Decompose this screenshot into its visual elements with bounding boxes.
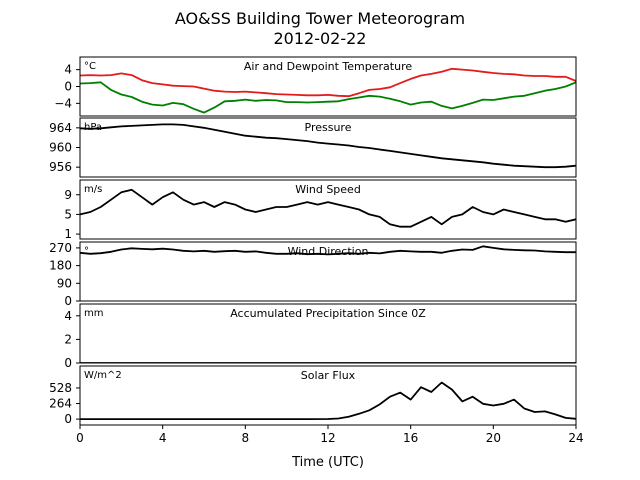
panel-3-frame	[79, 179, 577, 240]
panel-2-series-line-1	[80, 123, 576, 169]
panel-1-title: Air and Dewpoint Temperature	[244, 60, 412, 73]
panel-6-ytick-label-2: 264	[49, 397, 72, 411]
panel-5-ytick-label-1: 0	[64, 356, 72, 370]
panel-3-series-line-1	[80, 188, 576, 228]
panel-4-ytick-label-4: 270	[49, 241, 72, 255]
panel-4-title: Wind Direction	[288, 245, 369, 258]
panel-1-ytick-label-2: 0	[64, 80, 72, 94]
panel-2-unit: hPa	[84, 122, 102, 133]
panel-1-unit: °C	[84, 61, 96, 72]
panel-1-ytick-label-1: −4	[54, 96, 72, 110]
panel-1: −4 0 4 °C Air and Dewpoint Temperature	[54, 56, 577, 117]
x-tick-label-2: 4	[159, 431, 167, 445]
panel-4-unit: °	[84, 246, 89, 257]
panel-4-series-line-1	[80, 245, 576, 256]
panel-1-series-line-1	[80, 67, 576, 98]
panel-3-unit: m/s	[84, 184, 102, 195]
panel-1-series-line-2	[80, 81, 576, 114]
panel-3-ytick-label-2: 5	[64, 207, 72, 221]
panel-6-ytick-label-1: 0	[64, 412, 72, 426]
panel-5-title: Accumulated Precipitation Since 0Z	[230, 307, 426, 320]
panel-6-series-line-1	[80, 381, 576, 420]
panel-3-title: Wind Speed	[295, 183, 361, 196]
panel-3: 1 5 9 m/s Wind Speed	[64, 179, 577, 241]
panel-2-title: Pressure	[305, 121, 352, 134]
panel-4: 0 90 180 270 ° Wind Direction	[49, 241, 577, 308]
panel-5: 0 2 4 mm Accumulated Precipitation Since 0Z	[64, 303, 577, 370]
panel-4-ytick-label-3: 180	[49, 259, 72, 273]
figure-title-line2: 2012-02-22	[274, 29, 367, 48]
panel-2-ytick-label-3: 964	[49, 121, 72, 135]
panel-3-ytick-label-3: 9	[64, 188, 72, 202]
panel-5-frame	[79, 303, 577, 364]
x-tick-label-3: 8	[242, 431, 250, 445]
panel-6-ytick-label-3: 528	[49, 381, 72, 395]
chart-panels: −404 °C Air and Dewpoint Temperature956960…	[49, 56, 577, 426]
panel-1-ytick-label-3: 4	[64, 63, 72, 77]
panel-2-ytick-label-1: 956	[49, 160, 72, 174]
panel-5-ytick-label-2: 2	[64, 332, 72, 346]
x-tick-label-5: 16	[403, 431, 418, 445]
x-axis-label: Time (UTC)	[291, 455, 364, 470]
panel-5-unit: mm	[84, 308, 103, 319]
panel-6-title: Solar Flux	[301, 369, 356, 382]
x-tick-label-1: 0	[76, 431, 84, 445]
panel-4-ytick-label-1: 0	[64, 294, 72, 308]
panel-2: 956 960 964 hPa Pressure	[49, 117, 577, 178]
x-tick-label-6: 20	[486, 431, 501, 445]
panel-4-ytick-label-2: 90	[57, 276, 72, 290]
panel-6-unit: W/m^2	[84, 370, 122, 381]
x-axis: 0 4 8 12 16 20 24	[76, 425, 584, 445]
panel-2-ytick-label-2: 960	[49, 141, 72, 155]
figure-title-line1: AO&SS Building Tower Meteorogram	[175, 9, 465, 28]
x-tick-label-4: 12	[320, 431, 335, 445]
x-tick-label-7: 24	[568, 431, 583, 445]
panel-5-ytick-label-3: 4	[64, 309, 72, 323]
panel-4-frame	[79, 241, 577, 302]
panel-3-ytick-label-1: 1	[64, 227, 72, 241]
